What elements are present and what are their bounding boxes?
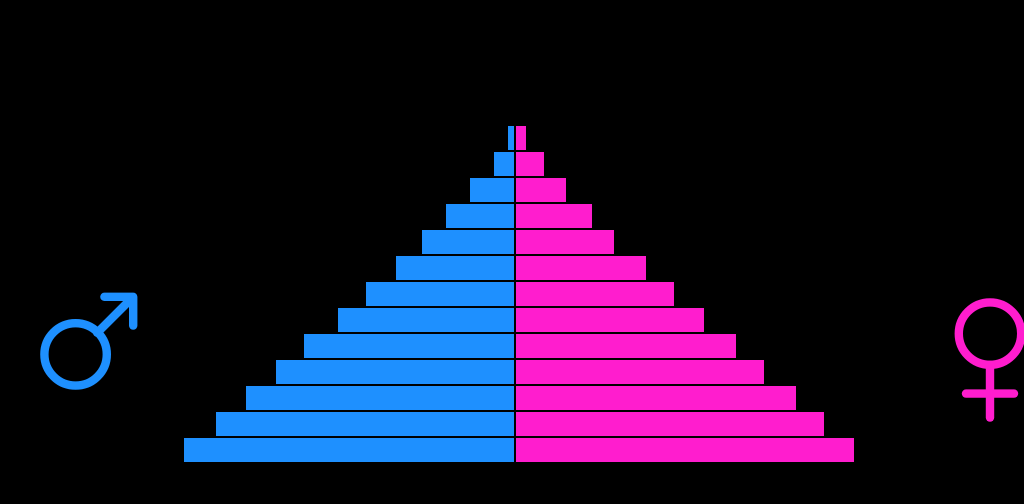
female-icon bbox=[930, 300, 1024, 420]
male-bar bbox=[365, 281, 515, 307]
pyramid-row bbox=[175, 437, 855, 463]
male-bar bbox=[337, 307, 515, 333]
female-bar bbox=[515, 333, 737, 359]
male-bar bbox=[303, 333, 515, 359]
male-bar bbox=[275, 359, 515, 385]
male-bar bbox=[493, 151, 515, 177]
pyramid-row bbox=[175, 411, 855, 437]
pyramid-row bbox=[175, 385, 855, 411]
female-bar bbox=[515, 385, 797, 411]
female-bar bbox=[515, 177, 567, 203]
pyramid-row bbox=[175, 359, 855, 385]
female-bar bbox=[515, 151, 545, 177]
pyramid-row bbox=[175, 255, 855, 281]
pyramid-plot-area bbox=[175, 125, 855, 465]
male-bar bbox=[421, 229, 515, 255]
pyramid-row bbox=[175, 177, 855, 203]
population-pyramid-chart bbox=[0, 0, 1024, 504]
male-bar bbox=[507, 125, 515, 151]
pyramid-row bbox=[175, 333, 855, 359]
pyramid-row bbox=[175, 281, 855, 307]
male-bar bbox=[469, 177, 515, 203]
male-bar bbox=[445, 203, 515, 229]
male-bar bbox=[395, 255, 515, 281]
female-bar bbox=[515, 359, 765, 385]
female-bar bbox=[515, 437, 855, 463]
pyramid-row bbox=[175, 125, 855, 151]
female-bar bbox=[515, 229, 615, 255]
female-bar bbox=[515, 411, 825, 437]
male-bar bbox=[183, 437, 515, 463]
female-bar bbox=[515, 125, 527, 151]
pyramid-row bbox=[175, 229, 855, 255]
pyramid-row bbox=[175, 203, 855, 229]
male-icon bbox=[30, 280, 150, 400]
male-bar bbox=[245, 385, 515, 411]
female-bar bbox=[515, 307, 705, 333]
pyramid-row bbox=[175, 307, 855, 333]
female-bar bbox=[515, 255, 647, 281]
male-bar bbox=[215, 411, 515, 437]
pyramid-row bbox=[175, 151, 855, 177]
female-bar bbox=[515, 203, 593, 229]
female-bar bbox=[515, 281, 675, 307]
